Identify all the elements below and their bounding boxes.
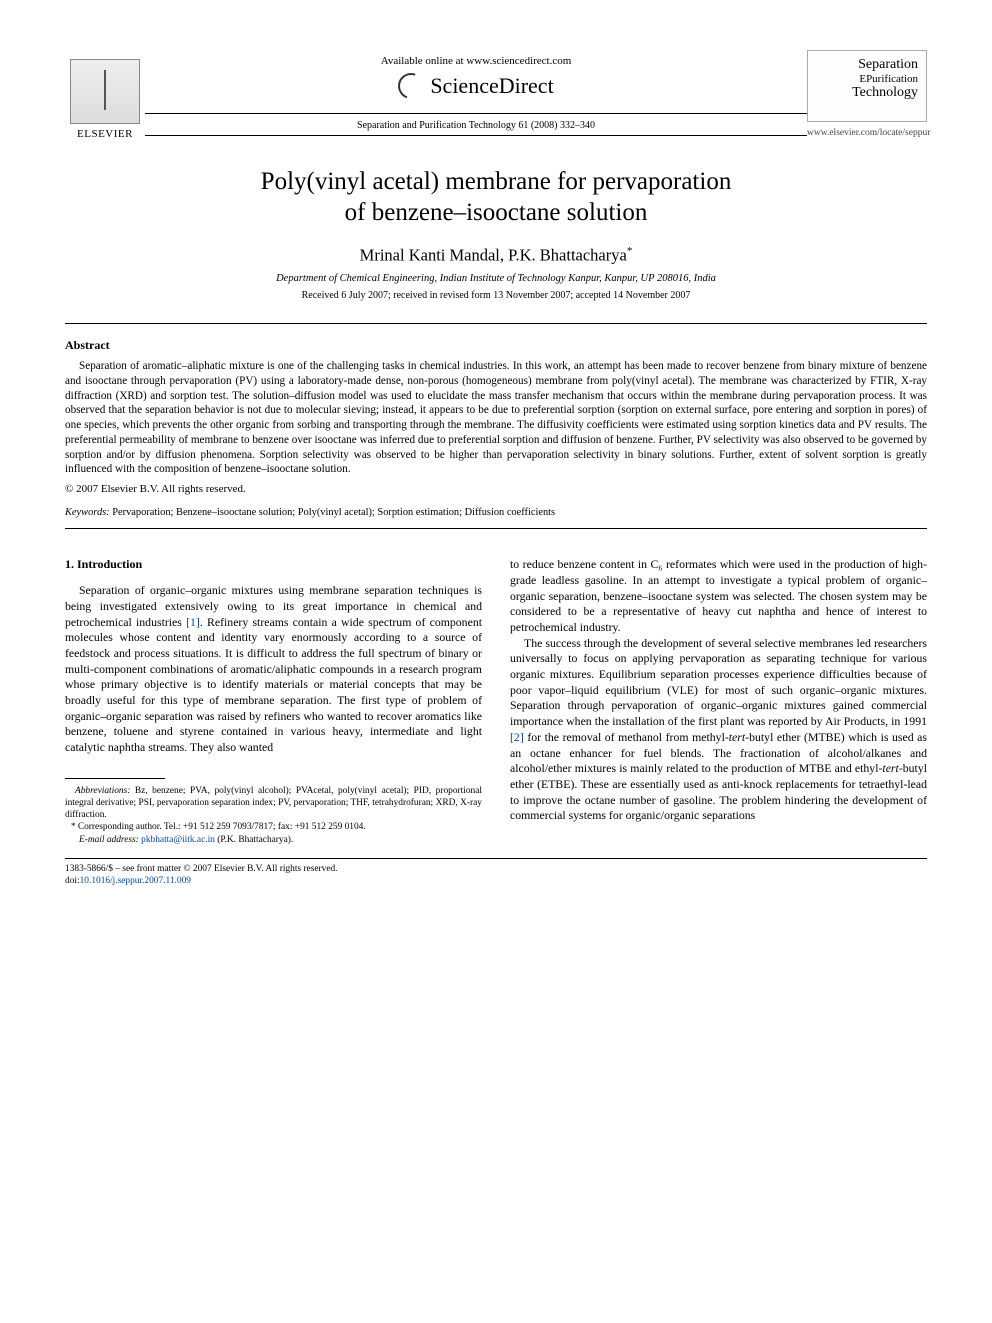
tert-1: tert [729, 730, 745, 744]
tert-2: tert [882, 761, 898, 775]
article-history: Received 6 July 2007; received in revise… [65, 290, 927, 301]
elsevier-tree-icon [70, 59, 140, 124]
sciencedirect-logo: ScienceDirect [398, 73, 553, 99]
intro-p3a: The success through the development of s… [510, 636, 927, 728]
intro-paragraph-1: Separation of organic–organic mixtures u… [65, 583, 482, 756]
section-1-heading: 1. Introduction [65, 557, 482, 573]
available-online-text: Available online at www.sciencedirect.co… [145, 55, 807, 67]
article-title: Poly(vinyl acetal) membrane for pervapor… [65, 166, 927, 229]
keywords: Keywords: Pervaporation; Benzene–isoocta… [65, 507, 927, 518]
body-columns: 1. Introduction Separation of organic–or… [65, 557, 927, 846]
abstract-rule-bottom [65, 528, 927, 529]
page-footer: 1383-5866/$ – see front matter © 2007 El… [65, 863, 927, 887]
abstract-text: Separation of aromatic–aliphatic mixture… [65, 359, 927, 477]
intro-paragraph-3: The success through the development of s… [510, 636, 927, 824]
page-header: ELSEVIER Available online at www.science… [65, 50, 927, 140]
email-link[interactable]: pkbhatta@iitk.ac.in [139, 835, 215, 845]
elsevier-logo: ELSEVIER [65, 50, 145, 140]
column-left: 1. Introduction Separation of organic–or… [65, 557, 482, 846]
elsevier-label: ELSEVIER [77, 128, 133, 140]
intro-p1b: . Refinery streams contain a wide spectr… [65, 615, 482, 755]
article-title-line2: of benzene–isooctane solution [345, 199, 648, 226]
header-rule-top [145, 113, 807, 114]
ref-link-2[interactable]: [2] [510, 730, 524, 744]
intro-p3b: for the removal of methanol from methyl- [524, 730, 729, 744]
journal-url: www.elsevier.com/locate/seppur [807, 128, 927, 138]
authors: Mrinal Kanti Mandal, P.K. Bhattacharya* [65, 245, 927, 266]
affiliation: Department of Chemical Engineering, Indi… [65, 273, 927, 284]
journal-reference: Separation and Purification Technology 6… [145, 120, 807, 131]
email-footnote: E-mail address: pkbhatta@iitk.ac.in (P.K… [65, 834, 482, 846]
journal-cover-box: Separation EPurification Technology [807, 50, 927, 122]
article-title-line1: Poly(vinyl acetal) membrane for pervapor… [261, 168, 732, 195]
abstract-body: Separation of aromatic–aliphatic mixture… [65, 359, 927, 477]
footer-rule [65, 858, 927, 859]
ref-link-1[interactable]: [1] [186, 615, 200, 629]
corresponding-footnote: * Corresponding author. Tel.: +91 512 25… [65, 821, 482, 833]
abstract-copyright: © 2007 Elsevier B.V. All rights reserved… [65, 483, 927, 495]
header-center: Available online at www.sciencedirect.co… [145, 50, 807, 140]
author-names: Mrinal Kanti Mandal, P.K. Bhattacharya [360, 245, 627, 264]
email-label: E-mail address: [79, 835, 139, 845]
journal-cover-line3: Technology [816, 85, 918, 101]
footnotes: Abbreviations: Bz, benzene; PVA, poly(vi… [65, 785, 482, 846]
corr-text: Corresponding author. Tel.: +91 512 259 … [76, 822, 366, 832]
journal-cover: Separation EPurification Technology www.… [807, 50, 927, 138]
abstract-heading: Abstract [65, 338, 927, 353]
abstract-rule-top [65, 323, 927, 324]
footnote-rule [65, 778, 165, 779]
sciencedirect-label: ScienceDirect [430, 73, 553, 99]
journal-cover-line1: Separation [816, 57, 918, 73]
doi-line: doi:10.1016/j.seppur.2007.11.009 [65, 875, 927, 887]
header-rule-bottom [145, 135, 807, 136]
column-right: to reduce benzene content in C₆ reformat… [510, 557, 927, 846]
corresponding-marker: * [627, 245, 633, 257]
issn-line: 1383-5866/$ – see front matter © 2007 El… [65, 863, 927, 875]
keywords-label: Keywords: [65, 507, 110, 518]
abbreviations-footnote: Abbreviations: Bz, benzene; PVA, poly(vi… [65, 785, 482, 822]
keywords-text: Pervaporation; Benzene–isooctane solutio… [110, 507, 555, 518]
doi-label: doi: [65, 876, 80, 886]
abbr-label: Abbreviations: [75, 786, 130, 796]
journal-cover-line2: EPurification [816, 73, 918, 85]
intro-paragraph-2: to reduce benzene content in C₆ reformat… [510, 557, 927, 635]
email-tail: (P.K. Bhattacharya). [215, 835, 293, 845]
doi-link[interactable]: 10.1016/j.seppur.2007.11.009 [80, 876, 191, 886]
sciencedirect-swoosh-icon [394, 69, 429, 104]
